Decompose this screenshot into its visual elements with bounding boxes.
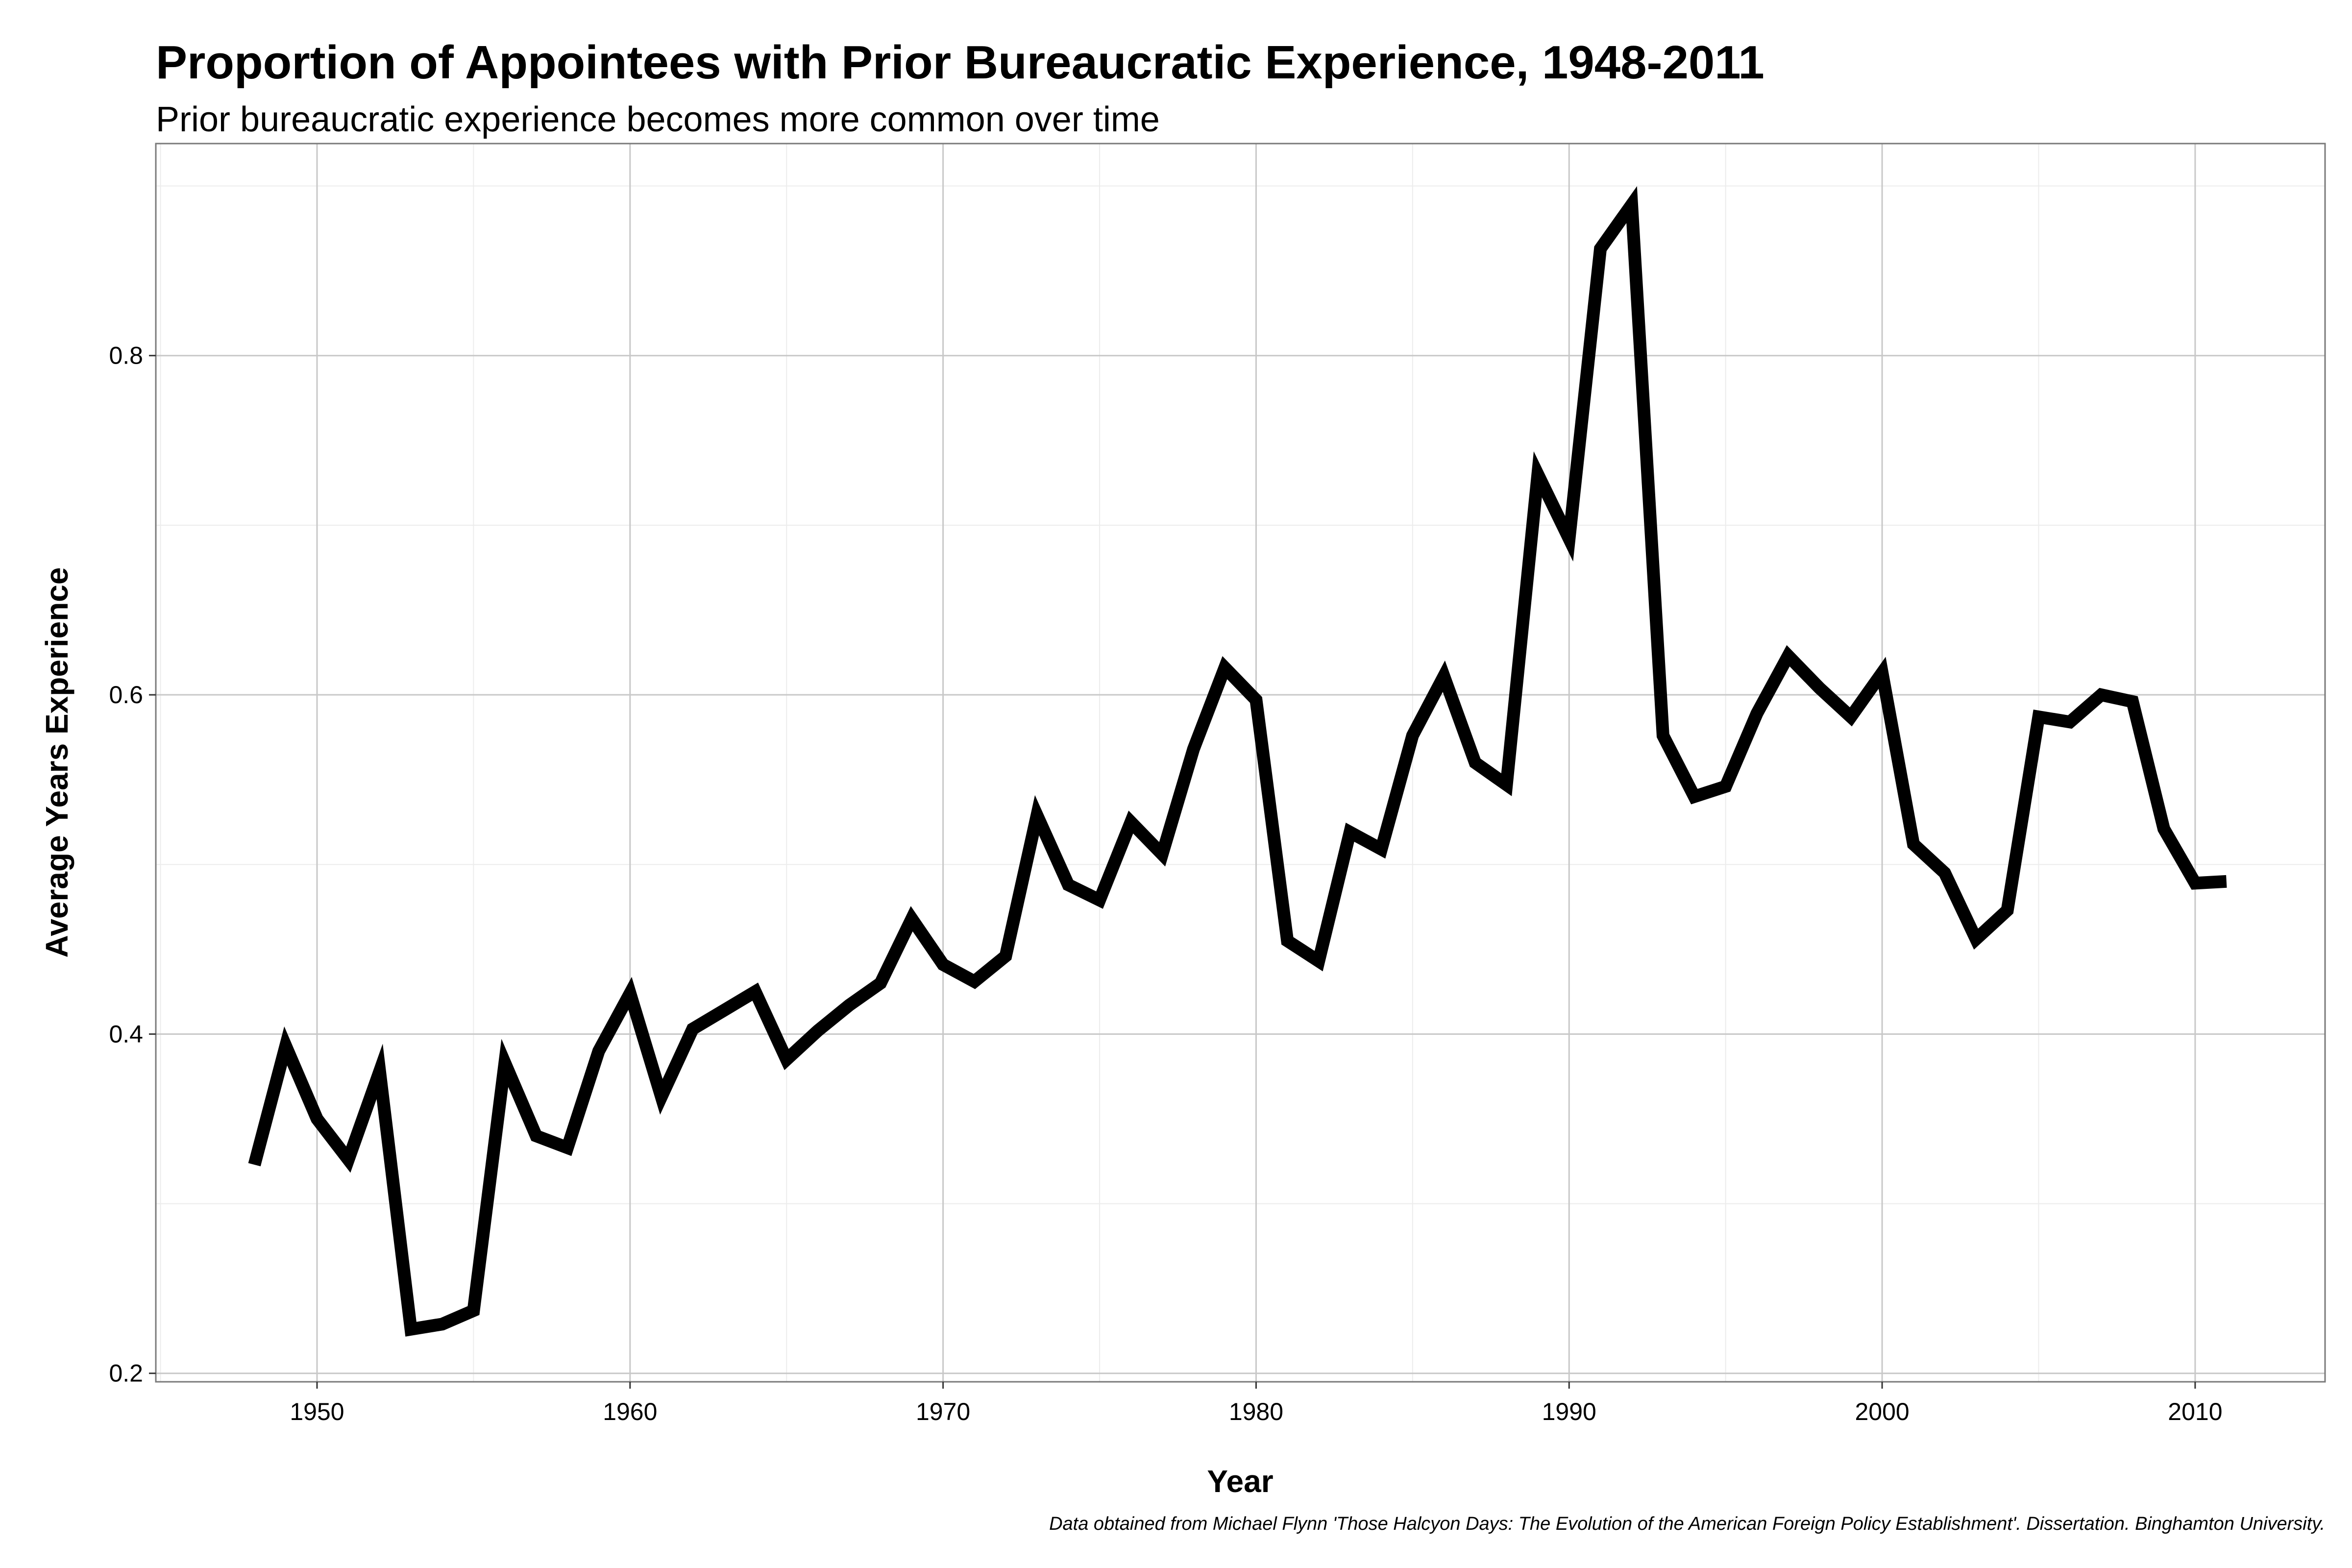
x-axis-title: Year <box>1207 1464 1273 1499</box>
chart-caption: Data obtained from Michael Flynn 'Those … <box>1049 1514 2325 1534</box>
gridlines <box>156 144 2325 1382</box>
y-tick-label: 0.8 <box>109 342 143 369</box>
y-axis-title: Average Years Experience <box>39 567 74 958</box>
y-tick-label: 0.4 <box>109 1020 143 1048</box>
x-tick-label: 1980 <box>1229 1398 1283 1425</box>
x-tick-label: 2000 <box>1855 1398 1909 1425</box>
x-tick-label: 1990 <box>1542 1398 1596 1425</box>
series-group <box>248 186 2227 1337</box>
x-tick-label: 1960 <box>603 1398 657 1425</box>
chart-subtitle: Prior bureaucratic experience becomes mo… <box>156 100 1160 139</box>
axis-ticks: 1950 1960 1970 1980 1990 2000 2010 0.2 0.4 0.6 0.8 <box>109 342 2222 1425</box>
x-tick-label: 1970 <box>916 1398 970 1425</box>
x-tick-label: 1950 <box>290 1398 344 1425</box>
chart-title: Proportion of Appointees with Prior Bure… <box>156 36 1764 89</box>
plot-panel <box>155 143 2326 1383</box>
x-tick-label: 2010 <box>2168 1398 2222 1425</box>
y-tick-label: 0.6 <box>109 681 143 709</box>
series-line <box>248 186 2227 1337</box>
y-tick-label: 0.2 <box>109 1360 143 1387</box>
